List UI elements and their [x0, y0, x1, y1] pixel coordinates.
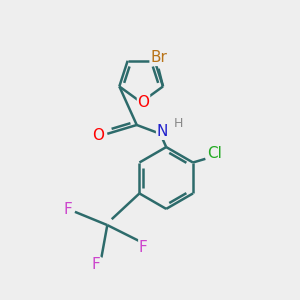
Text: F: F — [92, 257, 100, 272]
Text: Br: Br — [150, 50, 167, 65]
Text: Cl: Cl — [207, 146, 222, 161]
Text: N: N — [157, 124, 168, 139]
Text: F: F — [139, 240, 148, 255]
Text: O: O — [137, 95, 149, 110]
Text: O: O — [92, 128, 104, 143]
Text: H: H — [173, 117, 183, 130]
Text: F: F — [63, 202, 72, 217]
